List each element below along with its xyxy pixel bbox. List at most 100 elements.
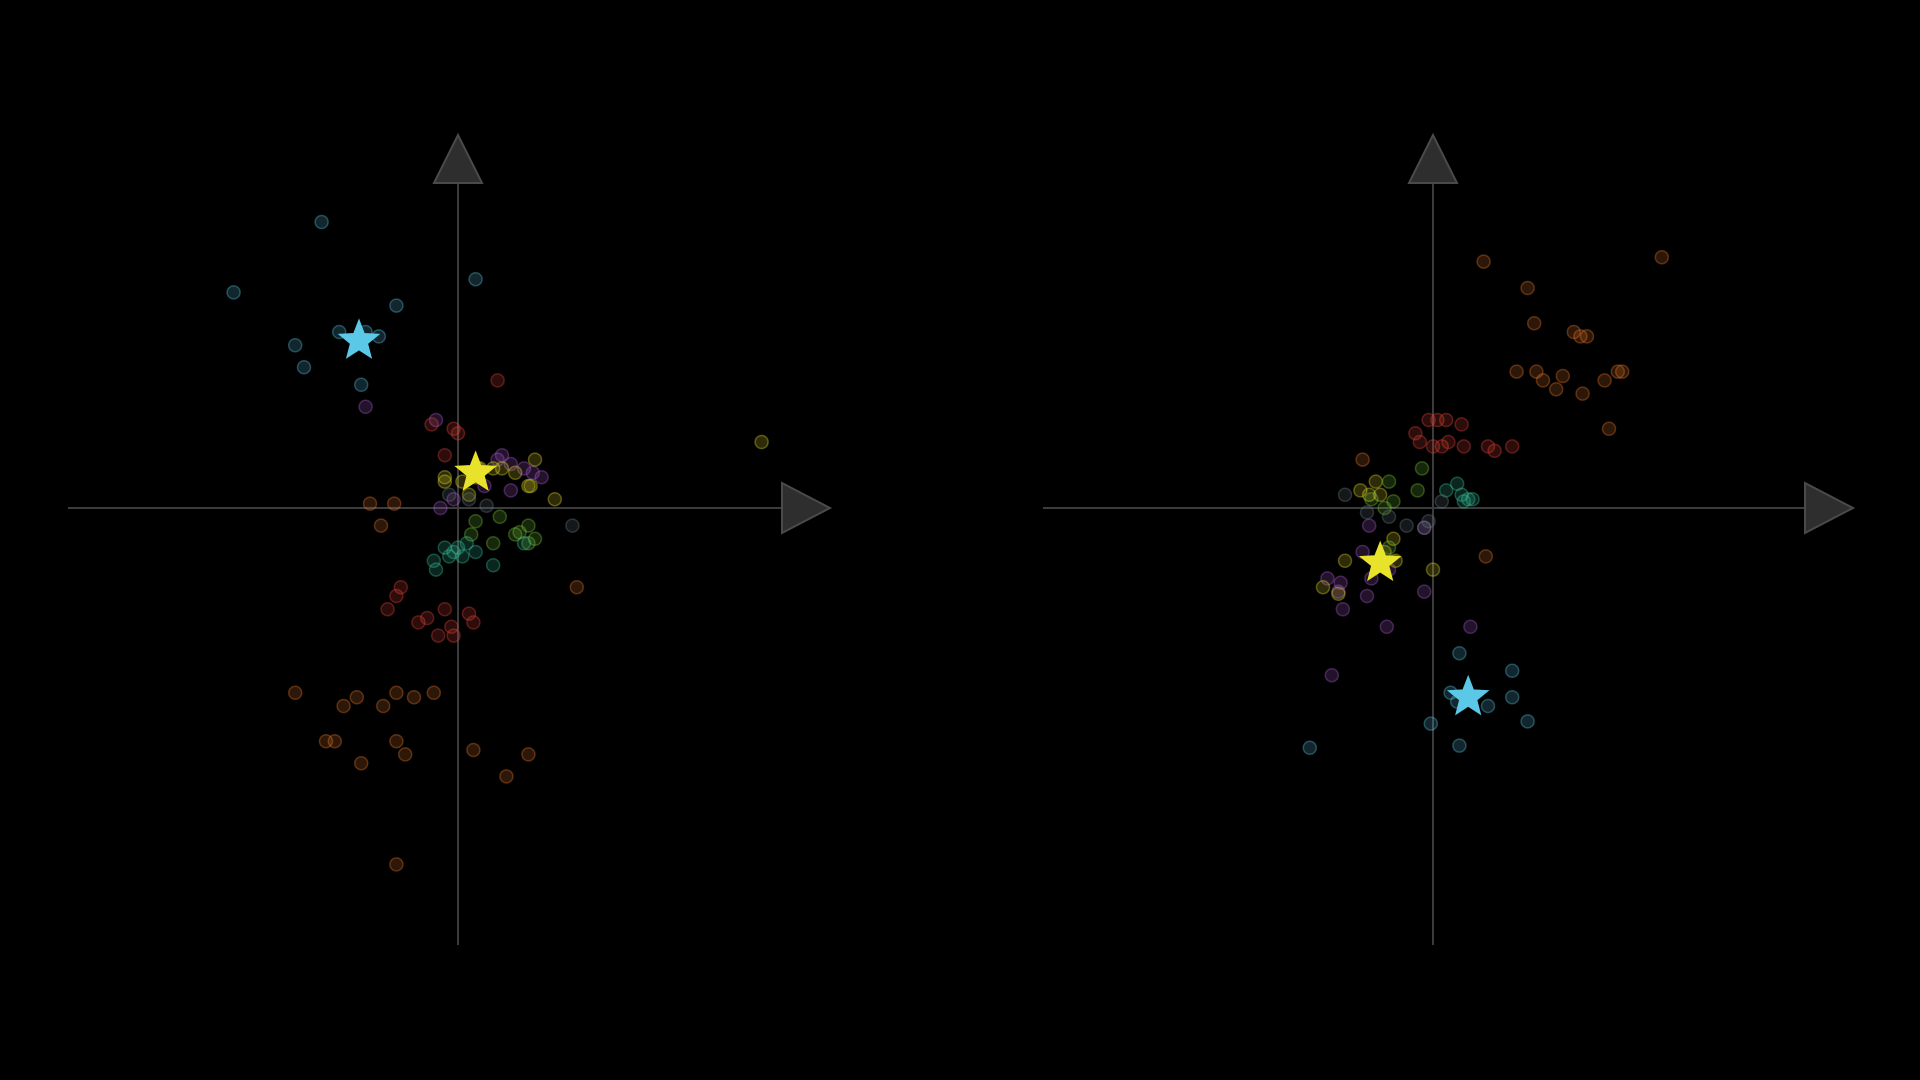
scatter-point — [503, 456, 519, 472]
scatter-point — [1575, 386, 1590, 401]
scatter-point — [430, 628, 446, 643]
scatter-point — [1480, 439, 1496, 454]
scatter-point — [1454, 487, 1469, 503]
scatter-point — [512, 524, 527, 540]
scatter-point — [353, 755, 369, 771]
scatter-point — [336, 698, 351, 714]
scatter-point — [450, 425, 466, 441]
scatter-point — [1421, 412, 1436, 428]
scatter-point — [1438, 412, 1454, 428]
scatter-point — [569, 579, 585, 595]
scatter-point — [1535, 373, 1551, 388]
scatter-point — [437, 540, 453, 555]
scatter-point — [287, 685, 303, 701]
scatter-point — [397, 747, 413, 762]
scatter-point — [1555, 368, 1571, 384]
scatter-point — [1478, 549, 1494, 564]
scatter-point — [494, 461, 510, 476]
scatter-point — [373, 518, 389, 533]
scatter-point — [521, 747, 536, 762]
scatter-point — [1414, 461, 1430, 476]
scatter-point — [1372, 487, 1388, 503]
scatter-point — [1386, 531, 1401, 547]
scatter-point — [1520, 280, 1535, 296]
scatter-point — [1487, 443, 1502, 459]
scatter-point — [1434, 494, 1450, 509]
star-marker — [454, 450, 497, 491]
scatter-point — [287, 337, 303, 353]
scatter-point — [1504, 689, 1520, 705]
scatter-point — [1430, 412, 1445, 428]
scatter-point — [1573, 329, 1588, 344]
scatter-point — [1355, 452, 1370, 467]
scatter-point — [1654, 249, 1670, 265]
scatter-point — [1425, 439, 1441, 454]
scatter-point — [1456, 439, 1472, 454]
scatter-point — [1386, 494, 1401, 509]
scatter-point — [455, 549, 470, 564]
scatter-point — [521, 478, 536, 494]
scatter-point — [1476, 254, 1491, 269]
scatter-point — [226, 285, 241, 300]
scatter-point — [1359, 588, 1375, 604]
scatter-point — [459, 535, 475, 551]
scatter-point — [314, 214, 329, 230]
scatter-point — [1610, 364, 1626, 379]
scatter-point — [450, 540, 466, 555]
scatter-point — [424, 417, 439, 432]
scatter-point — [1359, 505, 1375, 520]
scatter-point — [446, 544, 461, 560]
scatter-point — [485, 535, 501, 551]
scatter-point — [1368, 474, 1384, 489]
chart-panel-right — [1043, 132, 1856, 945]
scatter-point — [1509, 364, 1524, 379]
scatter-point — [1337, 553, 1353, 569]
scatter-point — [468, 513, 483, 529]
scatter-point — [428, 412, 444, 428]
scatter-point — [1416, 520, 1432, 536]
scatter-point — [1449, 476, 1465, 492]
star-marker — [337, 318, 381, 359]
scatter-point — [1353, 483, 1368, 498]
scatter-point — [494, 447, 510, 463]
scatter-point — [358, 399, 373, 415]
scatter-point — [507, 465, 523, 481]
scatter-point — [406, 689, 422, 705]
scatter-point — [441, 487, 457, 503]
scatter-point — [565, 518, 580, 533]
scatter-point — [1302, 740, 1318, 756]
scatter-point — [446, 628, 461, 643]
scatter-point — [490, 452, 505, 467]
scatter-point — [375, 698, 391, 714]
scatter-point — [527, 452, 543, 467]
scatter-point — [386, 496, 402, 511]
scatter-point — [296, 359, 312, 375]
scatter-point — [1438, 483, 1454, 498]
scatter-point — [1434, 439, 1450, 454]
scatter-point — [1320, 571, 1335, 586]
scatter-point — [1614, 364, 1630, 379]
scatter-point — [1399, 518, 1414, 533]
x-axis-arrow-icon — [1804, 481, 1856, 535]
y-axis-arrow-icon — [1407, 132, 1459, 184]
scatter-point — [479, 498, 494, 514]
scatter-point — [523, 478, 538, 494]
scatter-point — [393, 579, 409, 595]
scatter-point — [1315, 579, 1331, 595]
scatter-point — [327, 733, 343, 749]
scatter-point — [1463, 619, 1478, 635]
scatter-point — [389, 733, 404, 749]
scatter-point — [499, 769, 514, 784]
scatter-point — [1480, 698, 1496, 714]
scatter-point — [446, 421, 461, 437]
star-marker — [1446, 674, 1490, 716]
scatter-point — [1410, 483, 1425, 498]
scatter-point — [444, 619, 459, 635]
scatter-point — [437, 474, 453, 489]
scatter-point — [1331, 586, 1346, 602]
scatter-point — [507, 527, 523, 542]
scatter-point — [1423, 716, 1439, 731]
scatter-point — [1597, 373, 1612, 388]
scatter-point — [437, 469, 453, 485]
scatter-point — [1408, 425, 1423, 441]
